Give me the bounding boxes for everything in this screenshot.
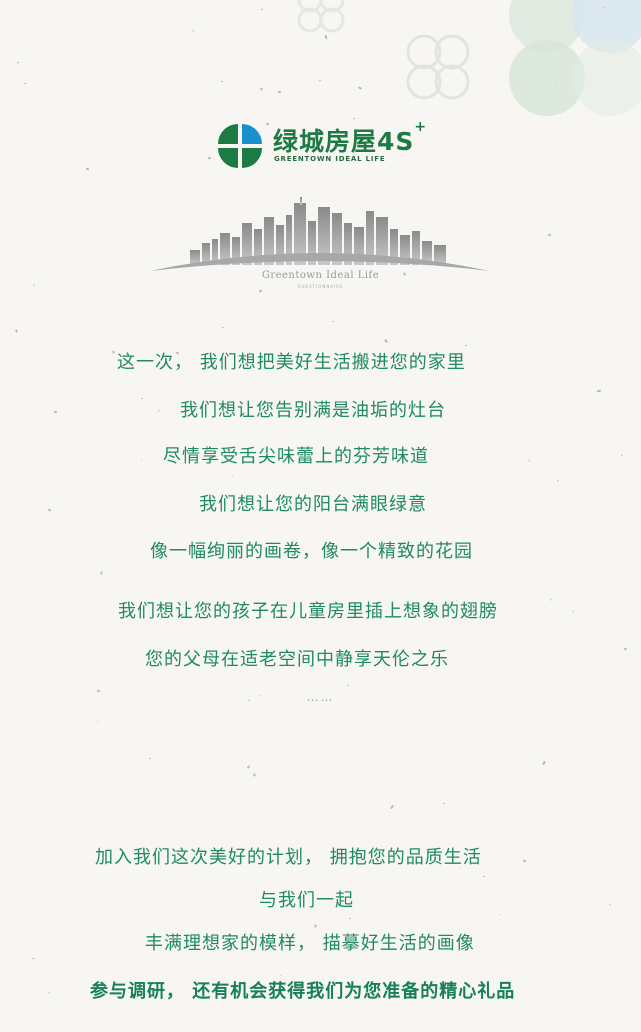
paper-speck bbox=[47, 508, 52, 512]
paper-speck bbox=[14, 329, 19, 333]
paper-speck bbox=[547, 233, 552, 237]
paper-speck bbox=[148, 757, 152, 760]
paper-speck bbox=[259, 87, 264, 91]
paper-speck bbox=[464, 344, 468, 347]
poem-line-6: 我们想让您的孩子在儿童房里插上想象的翅膀 bbox=[118, 601, 498, 622]
invite-highlight: 参与调研， 还有机会获得我们为您准备的精心礼品 bbox=[90, 981, 516, 1002]
poem-line-5: 像一幅绚丽的画卷，像一个精致的花园 bbox=[150, 541, 473, 562]
paper-speck bbox=[258, 289, 263, 293]
paper-speck bbox=[528, 459, 530, 462]
paper-speck bbox=[609, 903, 611, 906]
poem-line-2: 我们想让您告别满是油垢的灶台 bbox=[180, 400, 446, 421]
paper-speck bbox=[140, 397, 144, 400]
paper-speck bbox=[313, 924, 318, 928]
brand-name-cn: 绿城房屋4S+ bbox=[273, 119, 428, 156]
paper-speck bbox=[499, 913, 502, 916]
paper-speck bbox=[331, 320, 335, 323]
city-skyline-illustration bbox=[150, 197, 490, 271]
paper-speck bbox=[158, 409, 160, 412]
brand-name-en: GREENTOWN IDEAL LIFE bbox=[274, 155, 386, 163]
paper-speck bbox=[384, 338, 388, 344]
paper-speck bbox=[53, 410, 58, 414]
paper-speck bbox=[346, 684, 350, 687]
paper-speck bbox=[231, 475, 234, 478]
paper-speck bbox=[246, 765, 251, 769]
poem-ellipsis: …… bbox=[306, 690, 335, 704]
paper-speck bbox=[482, 875, 486, 878]
clover-decoration-small bbox=[297, 0, 345, 33]
paper-speck bbox=[260, 8, 264, 11]
poem-line-1: 这一次， 我们想把美好生活搬进您的家里 bbox=[117, 352, 466, 373]
paper-speck bbox=[554, 84, 557, 87]
skyline-subcaption: QUESTIONNAIRE bbox=[297, 284, 344, 289]
clover-decoration-large bbox=[509, 0, 641, 116]
paper-speck bbox=[279, 974, 282, 977]
paper-speck bbox=[277, 90, 282, 94]
clover-decoration-outline bbox=[406, 34, 470, 100]
paper-speck bbox=[442, 802, 446, 805]
paper-speck bbox=[140, 458, 143, 461]
paper-speck bbox=[318, 79, 322, 82]
paper-speck bbox=[100, 571, 103, 575]
paper-speck bbox=[23, 82, 27, 85]
paper-speck bbox=[220, 80, 224, 83]
brand-logo: 绿城房屋4S+ GREENTOWN IDEAL LIFE bbox=[216, 119, 436, 170]
paper-speck bbox=[252, 773, 257, 777]
paper-speck bbox=[572, 610, 574, 613]
poem-line-7: 您的父母在适老空间中静享天伦之乐 bbox=[145, 649, 449, 670]
invite-line-2: 与我们一起 bbox=[259, 890, 354, 911]
paper-speck bbox=[623, 647, 628, 651]
paper-speck bbox=[620, 454, 624, 457]
invite-line-3: 丰满理想家的模样， 描摹好生活的画像 bbox=[145, 933, 475, 954]
paper-speck bbox=[207, 156, 212, 160]
paper-speck bbox=[596, 389, 602, 393]
paper-speck bbox=[389, 804, 395, 810]
poem-line-3: 尽情享受舌尖味蕾上的芬芳味道 bbox=[163, 446, 429, 467]
paper-speck bbox=[522, 859, 527, 863]
paper-speck bbox=[16, 61, 20, 64]
paper-speck bbox=[221, 326, 225, 329]
paper-speck bbox=[112, 350, 115, 354]
poem-line-4: 我们想让您的阳台满眼绿意 bbox=[199, 494, 427, 515]
paper-speck bbox=[352, 117, 356, 120]
paper-speck bbox=[192, 29, 194, 32]
paper-speck bbox=[556, 479, 560, 482]
paper-speck bbox=[542, 760, 546, 766]
paper-speck bbox=[603, 6, 605, 9]
paper-speck bbox=[31, 957, 35, 960]
invite-line-1: 加入我们这次美好的计划， 拥抱您的品质生活 bbox=[95, 847, 482, 868]
paper-speck bbox=[96, 720, 99, 723]
paper-speck bbox=[86, 168, 89, 170]
skyline-caption: Greentown Ideal Life bbox=[261, 270, 380, 281]
clover-logo-icon bbox=[218, 124, 262, 168]
paper-speck bbox=[48, 991, 50, 994]
paper-speck bbox=[348, 917, 352, 920]
paper-speck bbox=[357, 86, 363, 90]
paper-speck bbox=[550, 598, 552, 601]
